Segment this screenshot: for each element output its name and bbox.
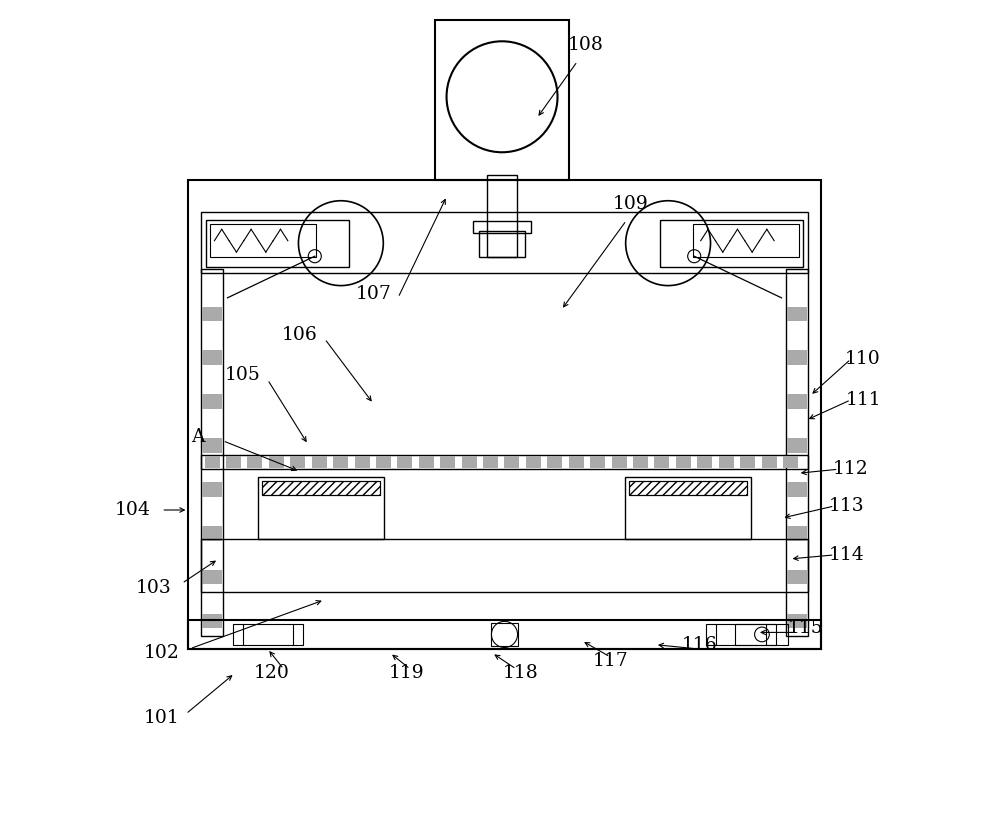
Bar <box>269 456 284 468</box>
Bar <box>202 438 222 453</box>
Bar <box>233 624 303 645</box>
Bar <box>526 456 541 468</box>
Bar <box>590 456 605 468</box>
Text: 120: 120 <box>254 664 289 682</box>
Bar <box>206 220 349 267</box>
Bar <box>290 456 305 468</box>
Bar <box>202 351 222 366</box>
Bar <box>262 481 380 495</box>
Bar <box>612 456 627 468</box>
Bar <box>547 456 562 468</box>
Bar <box>787 614 807 628</box>
Bar <box>569 456 584 468</box>
Bar <box>633 456 648 468</box>
Bar <box>629 481 747 495</box>
Text: 115: 115 <box>788 619 824 637</box>
Text: 106: 106 <box>282 326 318 344</box>
Bar <box>262 481 380 495</box>
Bar <box>783 456 798 468</box>
Bar <box>376 456 391 468</box>
Bar <box>202 307 222 322</box>
Bar <box>462 456 477 468</box>
Bar <box>440 456 455 468</box>
Bar <box>762 456 777 468</box>
Text: 105: 105 <box>225 366 261 384</box>
Bar <box>786 269 808 636</box>
Bar <box>787 570 807 584</box>
Text: 112: 112 <box>833 460 869 478</box>
Bar <box>787 394 807 409</box>
Bar <box>397 456 412 468</box>
Bar <box>435 20 569 180</box>
Bar <box>247 456 262 468</box>
Bar <box>201 269 223 636</box>
Bar <box>479 231 525 257</box>
Bar <box>355 456 370 468</box>
Bar <box>202 570 222 584</box>
Bar <box>740 456 755 468</box>
Bar <box>735 624 788 645</box>
Bar <box>491 623 518 646</box>
Text: 113: 113 <box>829 497 865 515</box>
Bar <box>473 221 531 233</box>
Bar <box>654 456 669 468</box>
Bar <box>210 224 316 257</box>
Bar <box>676 456 691 468</box>
Bar <box>787 307 807 322</box>
Text: 117: 117 <box>592 652 628 670</box>
Bar <box>504 456 519 468</box>
Bar <box>202 526 222 541</box>
Bar <box>706 624 776 645</box>
Bar <box>201 539 808 592</box>
Bar <box>201 212 808 273</box>
Bar <box>419 456 434 468</box>
Bar <box>787 438 807 453</box>
Text: A: A <box>191 428 205 446</box>
Bar <box>188 180 821 649</box>
Bar <box>787 526 807 541</box>
Bar <box>787 482 807 497</box>
Text: 109: 109 <box>613 195 648 213</box>
Text: 119: 119 <box>388 664 424 682</box>
Bar <box>312 456 327 468</box>
Bar <box>202 614 222 628</box>
Bar <box>625 477 751 539</box>
Bar <box>202 482 222 497</box>
Text: 114: 114 <box>829 546 865 564</box>
Text: 107: 107 <box>356 285 391 303</box>
Text: 110: 110 <box>845 350 881 368</box>
Text: 116: 116 <box>682 636 718 654</box>
Bar <box>258 477 384 539</box>
Bar <box>487 175 517 257</box>
Bar <box>226 456 241 468</box>
Text: 104: 104 <box>115 501 151 519</box>
Bar <box>660 220 803 267</box>
Text: 108: 108 <box>568 36 604 54</box>
Text: 111: 111 <box>845 391 881 409</box>
Text: 102: 102 <box>143 644 179 662</box>
Bar <box>629 481 747 495</box>
Bar <box>787 351 807 366</box>
Bar <box>205 456 220 468</box>
Bar <box>719 456 734 468</box>
Bar <box>697 456 712 468</box>
Bar <box>483 456 498 468</box>
Text: 118: 118 <box>503 664 538 682</box>
Bar <box>201 455 808 469</box>
Text: 101: 101 <box>143 709 179 727</box>
Bar <box>202 394 222 409</box>
Text: 103: 103 <box>135 579 171 596</box>
Bar <box>333 456 348 468</box>
Bar <box>188 620 821 649</box>
Bar <box>693 224 799 257</box>
